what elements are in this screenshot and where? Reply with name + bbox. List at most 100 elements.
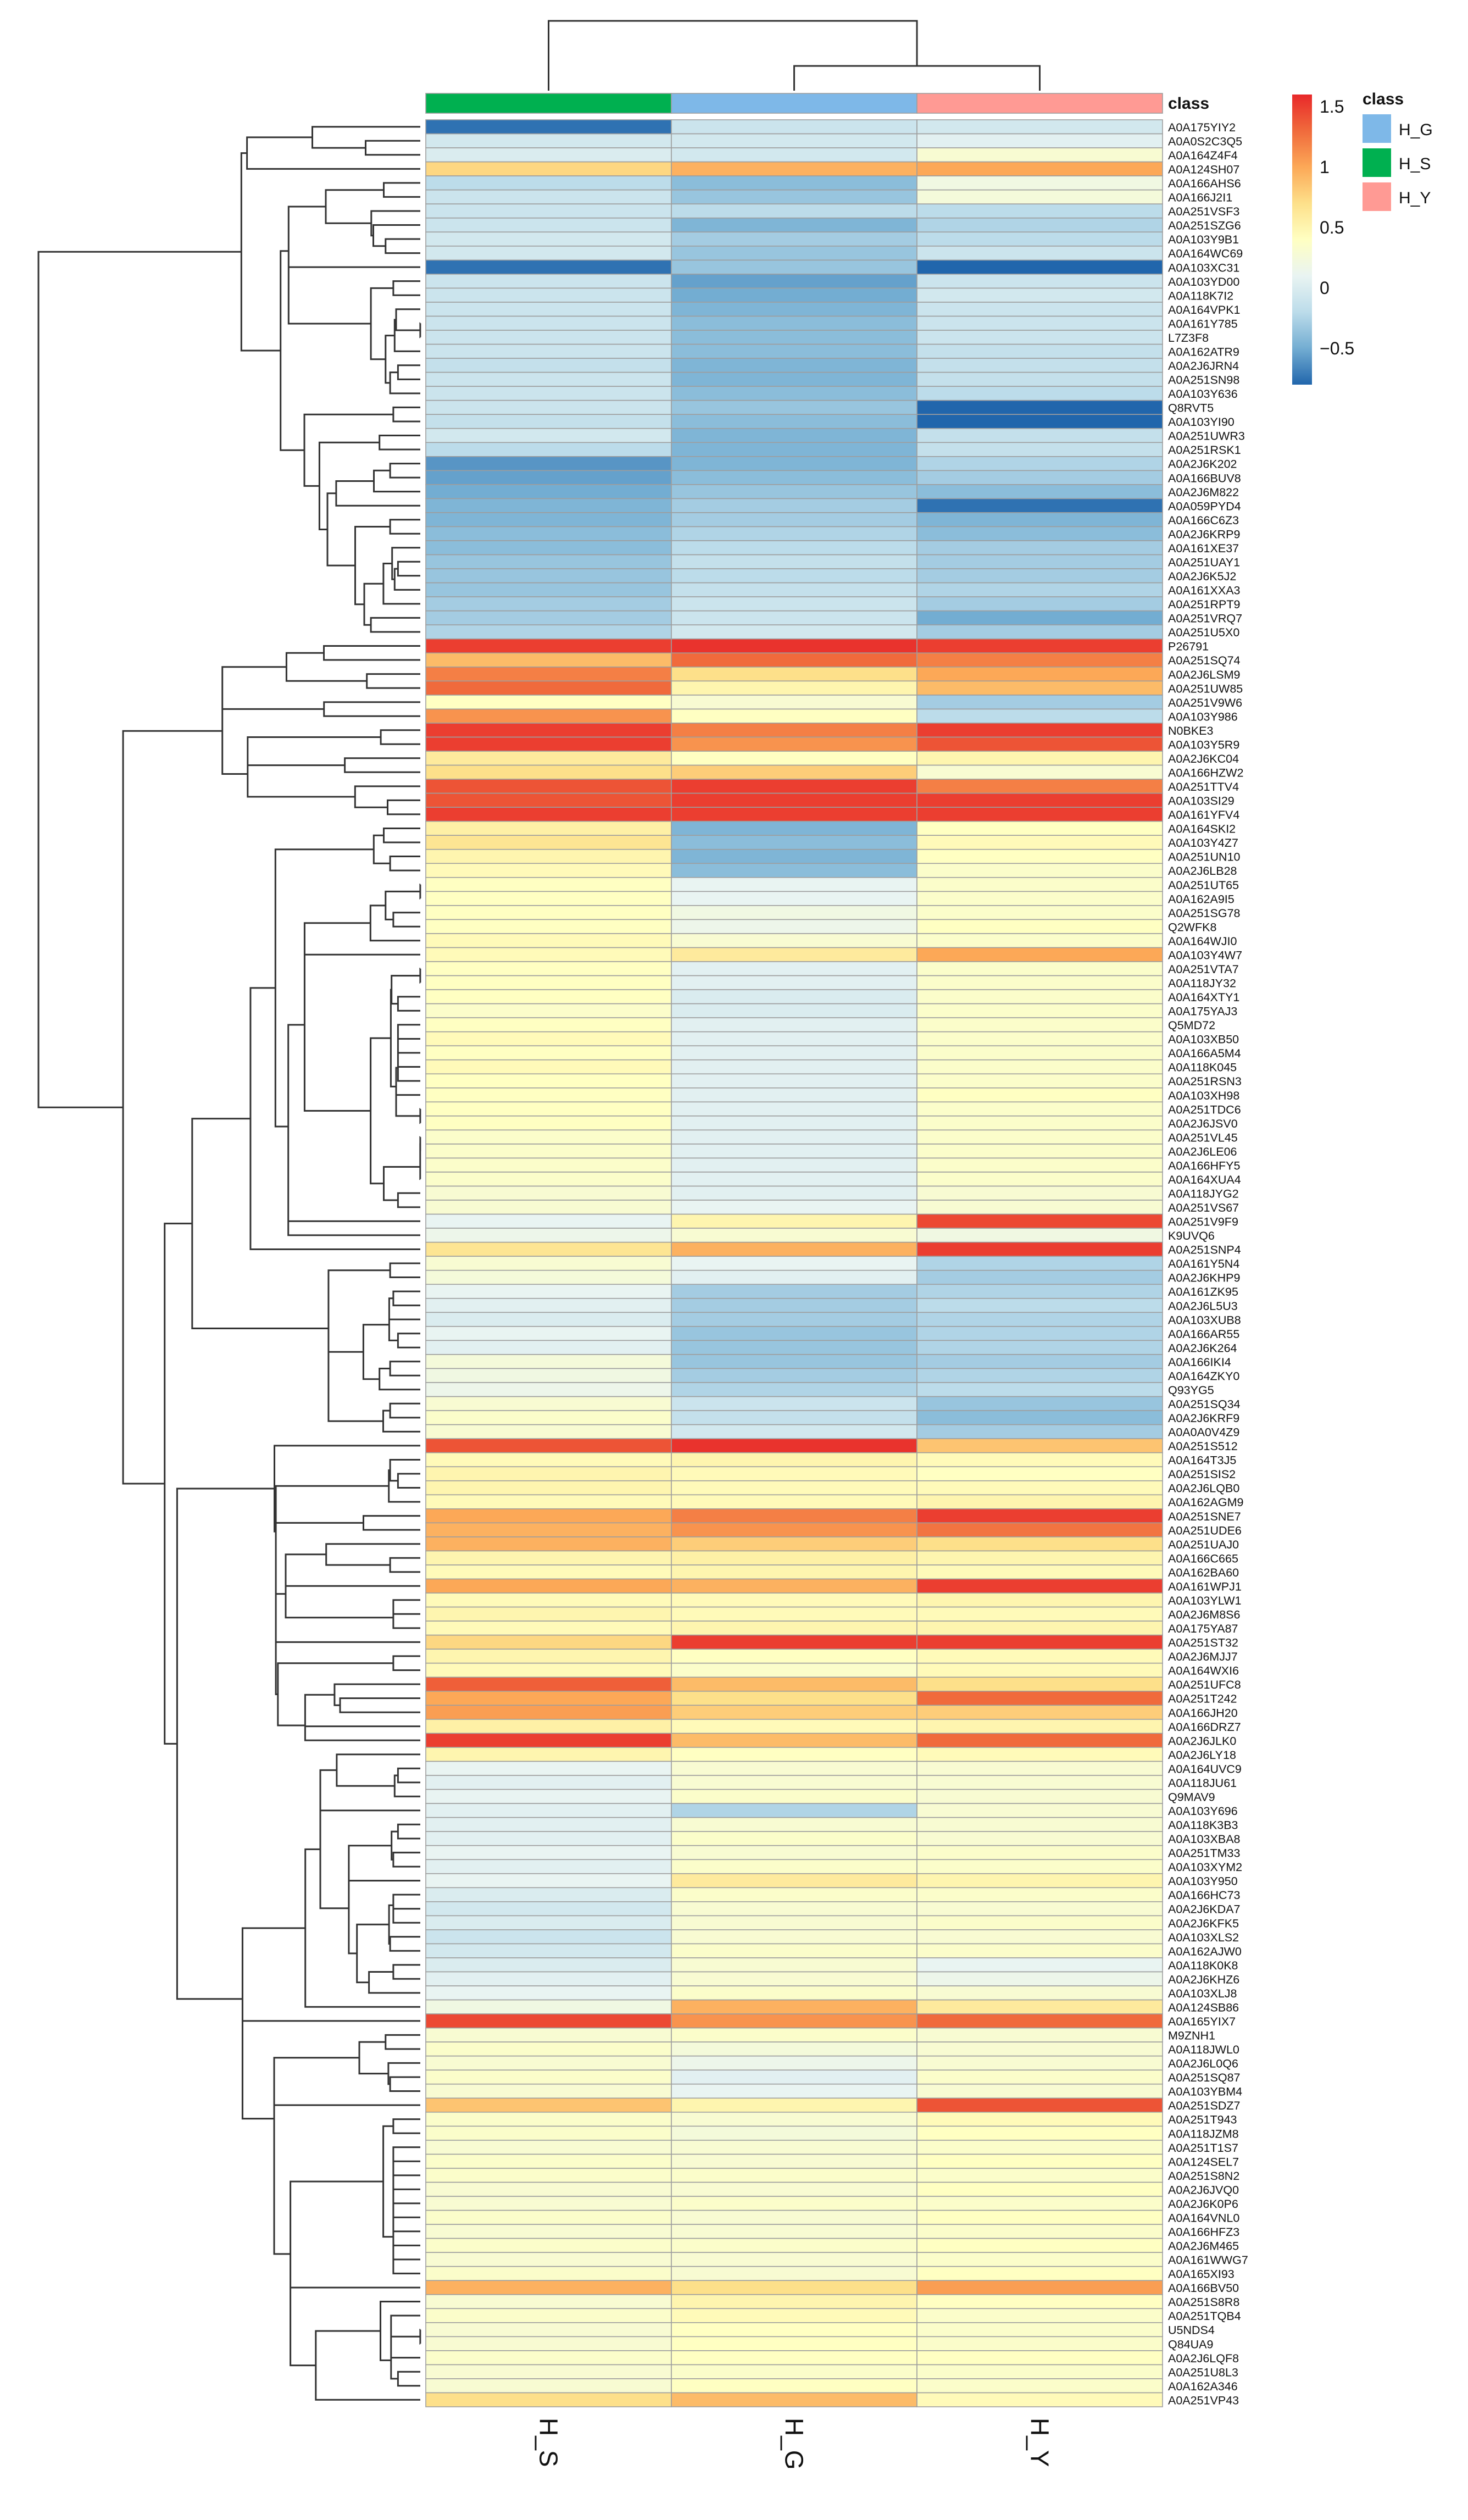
row-label: A0A161XXA3 (1168, 584, 1241, 597)
heatmap-cell (916, 1256, 1163, 1271)
heatmap-cell (425, 820, 672, 836)
heatmap-cell (916, 1985, 1163, 2001)
heatmap-cell (671, 399, 918, 415)
heatmap-cell (671, 989, 918, 1004)
heatmap-cell (916, 484, 1163, 499)
heatmap-cell (916, 470, 1163, 485)
annotation-title: class (1168, 95, 1209, 113)
row-label: A0A103XBA8 (1168, 1833, 1241, 1846)
heatmap-cell (425, 1185, 672, 1201)
heatmap-cell (425, 1620, 672, 1636)
heatmap-cell (425, 835, 672, 850)
heatmap-cell (916, 1634, 1163, 1650)
heatmap-cell (671, 371, 918, 387)
heatmap-cell (425, 1929, 672, 1945)
heatmap-cell (916, 1059, 1163, 1075)
row-label: A0A2J6L5U3 (1168, 1300, 1238, 1313)
heatmap-cell (671, 1522, 918, 1537)
heatmap-cell (671, 1340, 918, 1355)
heatmap-cells (425, 119, 1163, 2407)
row-label: A0A251UT65 (1168, 879, 1239, 892)
heatmap-cell (916, 1677, 1163, 1692)
row-label: A0A251U8L3 (1168, 2366, 1238, 2379)
heatmap-cell (671, 1634, 918, 1650)
heatmap-cell (425, 512, 672, 528)
heatmap-cell (916, 1578, 1163, 1594)
heatmap-cell (916, 2041, 1163, 2057)
heatmap-cell (671, 2097, 918, 2113)
heatmap-cell (916, 2322, 1163, 2338)
heatmap-cell (916, 1705, 1163, 1720)
heatmap-cell (916, 147, 1163, 163)
heatmap-cell (671, 1845, 918, 1860)
heatmap-cell (916, 1690, 1163, 1706)
heatmap-cell (425, 231, 672, 247)
heatmap-cell (916, 1298, 1163, 1313)
heatmap-cell (425, 610, 672, 626)
row-label: M9ZNH1 (1168, 2029, 1215, 2042)
colorbar-tick-label: 0.5 (1320, 218, 1344, 237)
heatmap-cell (671, 596, 918, 612)
row-label: A0A103Y950 (1168, 1875, 1238, 1888)
heatmap-cell (916, 1592, 1163, 1608)
row-label: A0A2J6LQF8 (1168, 2352, 1239, 2365)
heatmap-cell (425, 1213, 672, 1229)
row-label: A0A2J6LY18 (1168, 1749, 1236, 1762)
row-label: A0A251SNP4 (1168, 1244, 1241, 1257)
heatmap-cell (671, 1929, 918, 1945)
heatmap-cell (916, 1003, 1163, 1018)
row-label: A0A166BUV8 (1168, 471, 1241, 485)
heatmap-cell (916, 1873, 1163, 1889)
heatmap-cell (671, 1705, 918, 1720)
heatmap-cell (425, 848, 672, 864)
heatmap-cell (425, 863, 672, 878)
row-label: A0A165XI93 (1168, 2268, 1235, 2281)
heatmap-cell (671, 217, 918, 233)
heatmap-cell (916, 1999, 1163, 2014)
heatmap-cell (425, 1172, 672, 1187)
row-label: A0A251VL45 (1168, 1131, 1238, 1144)
heatmap-cell (425, 1789, 672, 1804)
row-label: A0A251VRQ7 (1168, 612, 1242, 625)
heatmap-cell (916, 2140, 1163, 2155)
row-label: A0A164SKI2 (1168, 823, 1236, 836)
heatmap-cell (916, 1747, 1163, 1762)
heatmap-cell (916, 358, 1163, 373)
row-label: A0A251TDC6 (1168, 1103, 1241, 1116)
heatmap-cell (671, 343, 918, 359)
heatmap-cell (425, 203, 672, 219)
row-label: A0A103YBM4 (1168, 2085, 1242, 2099)
row-label: A0A251V9F9 (1168, 1215, 1238, 1229)
heatmap-cell (671, 1578, 918, 1594)
row-label: A0A2J6M822 (1168, 486, 1239, 499)
heatmap-cell (671, 1761, 918, 1776)
heatmap-cell (671, 779, 918, 794)
heatmap-cell (425, 2266, 672, 2281)
row-label: A0A175YIY2 (1168, 121, 1236, 134)
heatmap-cell (916, 1157, 1163, 1173)
row-dendrogram (37, 126, 421, 2401)
row-label: A0A164T3J5 (1168, 1454, 1236, 1467)
heatmap-cell (916, 1971, 1163, 1986)
heatmap-cell (671, 610, 918, 626)
heatmap-cell (671, 1620, 918, 1636)
heatmap-cell (425, 2336, 672, 2351)
heatmap-cell (671, 302, 918, 317)
heatmap-cell (671, 1494, 918, 1509)
heatmap-cell (671, 1410, 918, 1425)
heatmap-cell (916, 975, 1163, 990)
row-label: A0A166AR55 (1168, 1328, 1239, 1341)
heatmap-cell (671, 231, 918, 247)
heatmap-cell (671, 526, 918, 541)
heatmap-cell (671, 919, 918, 934)
heatmap-cell (425, 259, 672, 275)
heatmap-cell (916, 315, 1163, 331)
heatmap-cell (916, 2210, 1163, 2225)
row-label: A0A251SQ74 (1168, 654, 1241, 667)
heatmap-cell (671, 456, 918, 471)
heatmap-cell (425, 540, 672, 556)
row-label: A0A162A9I5 (1168, 892, 1235, 906)
heatmap-cell (671, 1536, 918, 1552)
row-label: A0A166HFY5 (1168, 1159, 1241, 1172)
heatmap-cell (916, 133, 1163, 148)
